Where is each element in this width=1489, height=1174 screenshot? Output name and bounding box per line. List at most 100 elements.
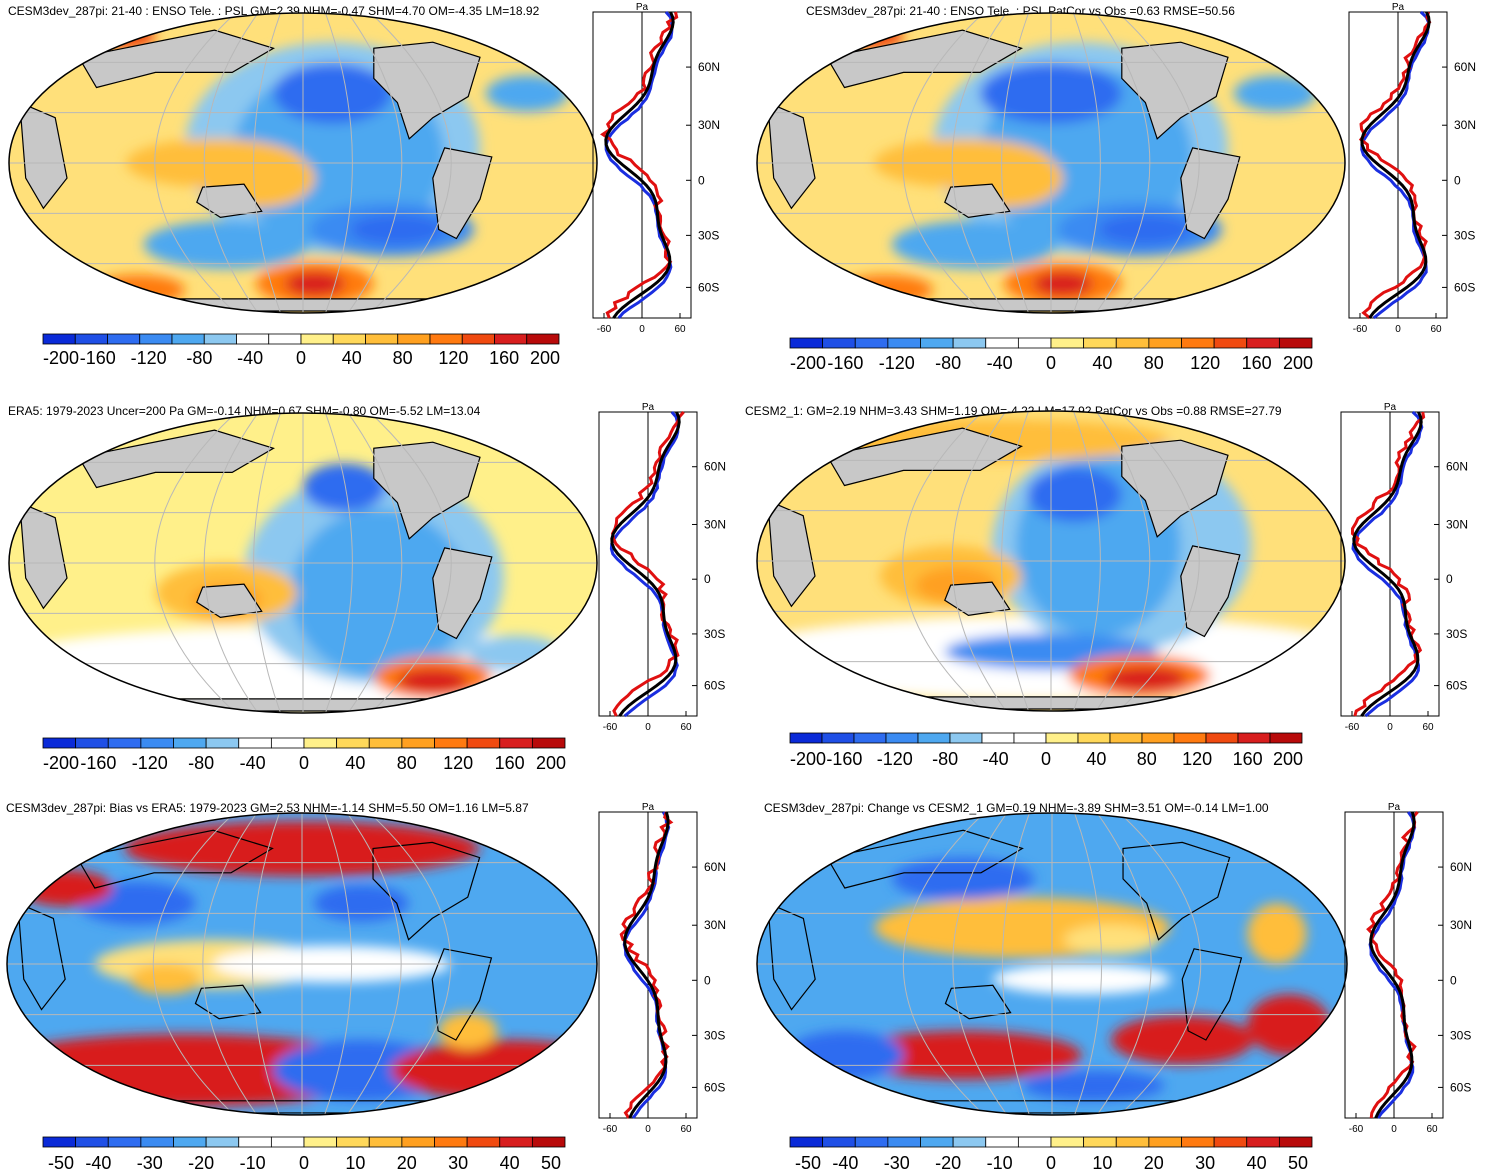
map-border <box>756 12 1346 314</box>
field-anomaly <box>397 668 469 693</box>
lat-tick-label: 30S <box>1446 627 1467 641</box>
colorbar-swatch <box>917 732 951 744</box>
colorbar-swatch <box>268 333 302 345</box>
colorbar <box>789 732 1303 744</box>
colorbar-swatch <box>1213 337 1248 349</box>
lat-tick-label: 0 <box>1446 572 1453 586</box>
colorbar-tick-label: 160 <box>1241 353 1272 373</box>
colorbar-swatch <box>173 1136 207 1148</box>
colorbar-swatch <box>1045 732 1079 744</box>
x-tick-label: -60 <box>1353 324 1368 335</box>
longitude-gridline <box>251 813 281 1115</box>
landmass <box>432 147 493 240</box>
colorbar-swatch <box>303 737 338 749</box>
longitude-gridline <box>1094 411 1151 711</box>
colorbar-tick-label: 30 <box>448 1153 469 1173</box>
lat-tick-label: 0 <box>1454 173 1461 187</box>
lat-tick-label: 30S <box>1454 228 1475 242</box>
colorbar-tick-label: 20 <box>396 1153 417 1173</box>
colorbar-swatch <box>952 337 987 349</box>
colorbar-tick-label: 0 <box>1045 1153 1057 1173</box>
colorbar-swatch <box>1050 337 1085 349</box>
panel-title: ERA5: 1979-2023 Uncer=200 Pa GM=-0.14 NH… <box>8 404 481 418</box>
colorbar-tick-label: 40 <box>1086 749 1107 769</box>
colorbar-swatch <box>1115 1136 1150 1148</box>
colorbar-tick-label: 120 <box>438 348 469 368</box>
colorbar <box>789 337 1313 349</box>
colorbar-swatch <box>1278 1136 1313 1148</box>
colorbar-tick-label: 50 <box>540 1153 562 1173</box>
profile-line-ref <box>1360 11 1431 319</box>
lat-tick-label: 30N <box>1450 918 1472 932</box>
landmass <box>373 41 481 140</box>
field-anomaly <box>272 1040 451 1101</box>
colorbar-tick-label: -200 <box>42 753 80 773</box>
lat-tick-label: 30S <box>1450 1028 1471 1042</box>
profile-unit-label: Pa <box>636 2 649 13</box>
longitude-gridline <box>324 413 353 713</box>
longitude-gridline <box>369 13 452 313</box>
colorbar-tick-label: -120 <box>876 749 913 769</box>
coastline <box>17 902 66 1011</box>
lat-tick-label: 0 <box>1450 973 1457 987</box>
colorbar-swatch <box>236 333 270 345</box>
field-anomaly <box>992 964 1171 995</box>
colorbar-swatch <box>821 732 855 744</box>
colorbar-swatch <box>270 1136 305 1148</box>
longitude-gridline <box>253 413 282 713</box>
lat-tick-label: 60N <box>704 460 726 474</box>
colorbar-tick-label: 200 <box>535 753 567 773</box>
colorbar-swatch <box>949 732 983 744</box>
lat-tick-label: 30S <box>698 228 719 242</box>
lat-tick-label: 30N <box>1446 517 1468 531</box>
colorbar-tick-label: -10 <box>239 1153 266 1173</box>
x-tick-label: 0 <box>645 1124 651 1135</box>
landmass <box>19 101 68 210</box>
colorbar-tick-label: -160 <box>826 749 863 769</box>
longitude-gridline <box>369 413 452 713</box>
colorbar-swatch <box>531 737 566 749</box>
colorbar-tick-label: 80 <box>1136 749 1157 769</box>
coastline <box>372 841 481 941</box>
colorbar-swatch <box>140 737 174 749</box>
colorbar-swatch <box>368 737 403 749</box>
colorbar-swatch <box>1083 337 1117 349</box>
field-anomaly <box>313 884 409 922</box>
lat-tick-label: 60N <box>704 860 726 874</box>
landmass <box>767 101 816 210</box>
colorbar-swatch <box>1109 732 1143 744</box>
field-anomaly <box>1247 903 1307 964</box>
lat-tick-label: 30S <box>704 627 725 641</box>
x-tick-label: 0 <box>645 722 651 733</box>
x-tick-label: 0 <box>1391 1124 1397 1135</box>
colorbar-swatch <box>397 333 431 345</box>
colorbar-tick-label: 40 <box>345 753 366 773</box>
colorbar-swatch <box>1050 1136 1085 1148</box>
longitude-gridline <box>253 13 282 313</box>
colorbar-tick-label: -40 <box>986 353 1013 373</box>
lat-tick-label: 0 <box>698 173 705 187</box>
profile-unit-label: Pa <box>1384 402 1397 413</box>
longitude-gridline <box>152 813 236 1115</box>
x-tick-label: 0 <box>1387 722 1393 733</box>
colorbar-swatch <box>434 737 468 749</box>
field-anomaly <box>350 214 445 245</box>
colorbar-swatch <box>1246 337 1280 349</box>
field-anomaly <box>291 508 469 678</box>
map-border <box>756 410 1346 712</box>
x-tick-label: 60 <box>674 324 686 335</box>
panel-title: CESM3dev_287pi: 21-40 : ENSO Tele. : PSL… <box>8 4 540 18</box>
colorbar-swatch <box>1017 337 1052 349</box>
profile-line-model <box>1350 411 1426 717</box>
field-anomaly <box>1022 1070 1165 1101</box>
colorbar-tick-label: -50 <box>794 1153 822 1173</box>
colorbar-swatch <box>401 1136 435 1148</box>
colorbar <box>789 1136 1313 1148</box>
profile-line-ref <box>1369 811 1416 1119</box>
lat-tick-label: 60N <box>1446 460 1468 474</box>
longitude-gridline <box>902 813 986 1115</box>
coastline <box>826 829 1024 889</box>
profile-line-model <box>1358 11 1432 320</box>
colorbar-swatch <box>789 1136 824 1148</box>
coastline <box>76 829 274 889</box>
